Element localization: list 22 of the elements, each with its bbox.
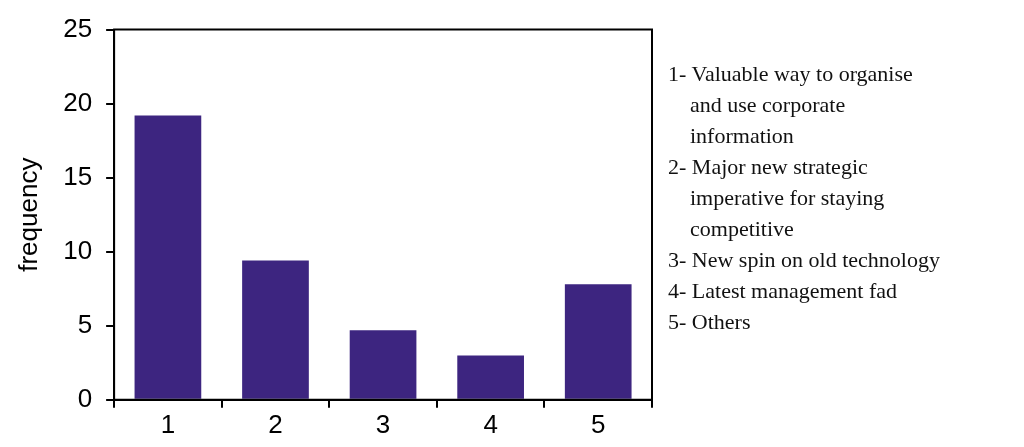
bar (134, 115, 202, 399)
y-tick-label: 0 (77, 382, 93, 413)
x-tick-label: 1 (160, 408, 176, 439)
x-tick-label: 4 (483, 408, 498, 439)
text: 4- Latest management fad (668, 277, 899, 305)
x-tick-label: 2 (268, 408, 283, 439)
y-tick-label: 25 (63, 12, 93, 43)
bar (242, 260, 309, 399)
bar (457, 355, 524, 399)
y-tick-label: 5 (77, 308, 93, 339)
y-tick-label: 15 (63, 160, 93, 191)
x-tick-label: 5 (590, 408, 606, 439)
x-tick-label: 3 (375, 408, 391, 439)
bar (349, 330, 417, 399)
text: 2- Major new strategic imperative for staying competitive (668, 153, 886, 243)
bar (564, 284, 632, 399)
y-axis-title: frequency (12, 157, 43, 272)
text: 3- New spin on old technology (668, 246, 941, 274)
y-tick-label: 20 (63, 86, 93, 117)
text: 5- Others (668, 308, 752, 336)
y-tick-label: 10 (63, 234, 93, 265)
text: 1- Valuable way to organise and use corporate information (668, 60, 914, 150)
